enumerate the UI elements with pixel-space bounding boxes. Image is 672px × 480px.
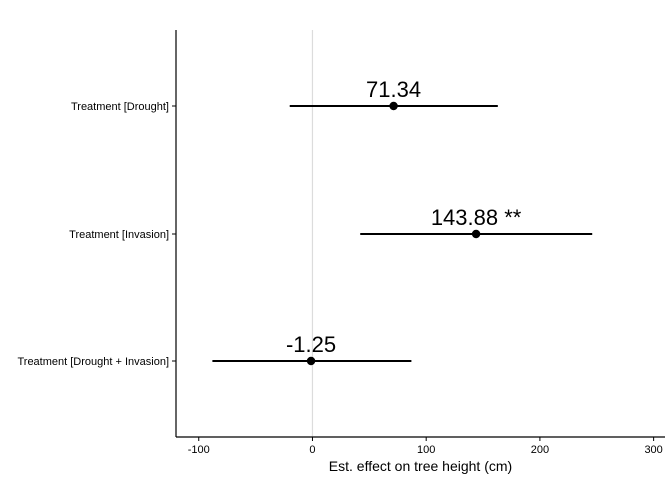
x-axis-title: Est. effect on tree height (cm): [329, 458, 512, 474]
y-tick-label: Treatment [Drought + Invasion]: [17, 356, 169, 368]
estimate-point: [471, 229, 481, 239]
y-tick-label: Treatment [Drought]: [71, 101, 169, 113]
x-tick-label: 200: [531, 444, 549, 456]
x-tick-label: 300: [644, 444, 662, 456]
estimate-point: [306, 356, 316, 366]
x-tick-label: 100: [417, 444, 435, 456]
x-tick-label: -100: [188, 444, 210, 456]
x-tick-label: 0: [309, 444, 315, 456]
y-tick-label: Treatment [Invasion]: [69, 229, 169, 241]
estimate-label: 71.34: [366, 77, 421, 102]
estimate-point: [389, 101, 398, 111]
estimate-label: 143.88 **: [431, 205, 522, 230]
estimate-label: -1.25: [286, 332, 336, 357]
